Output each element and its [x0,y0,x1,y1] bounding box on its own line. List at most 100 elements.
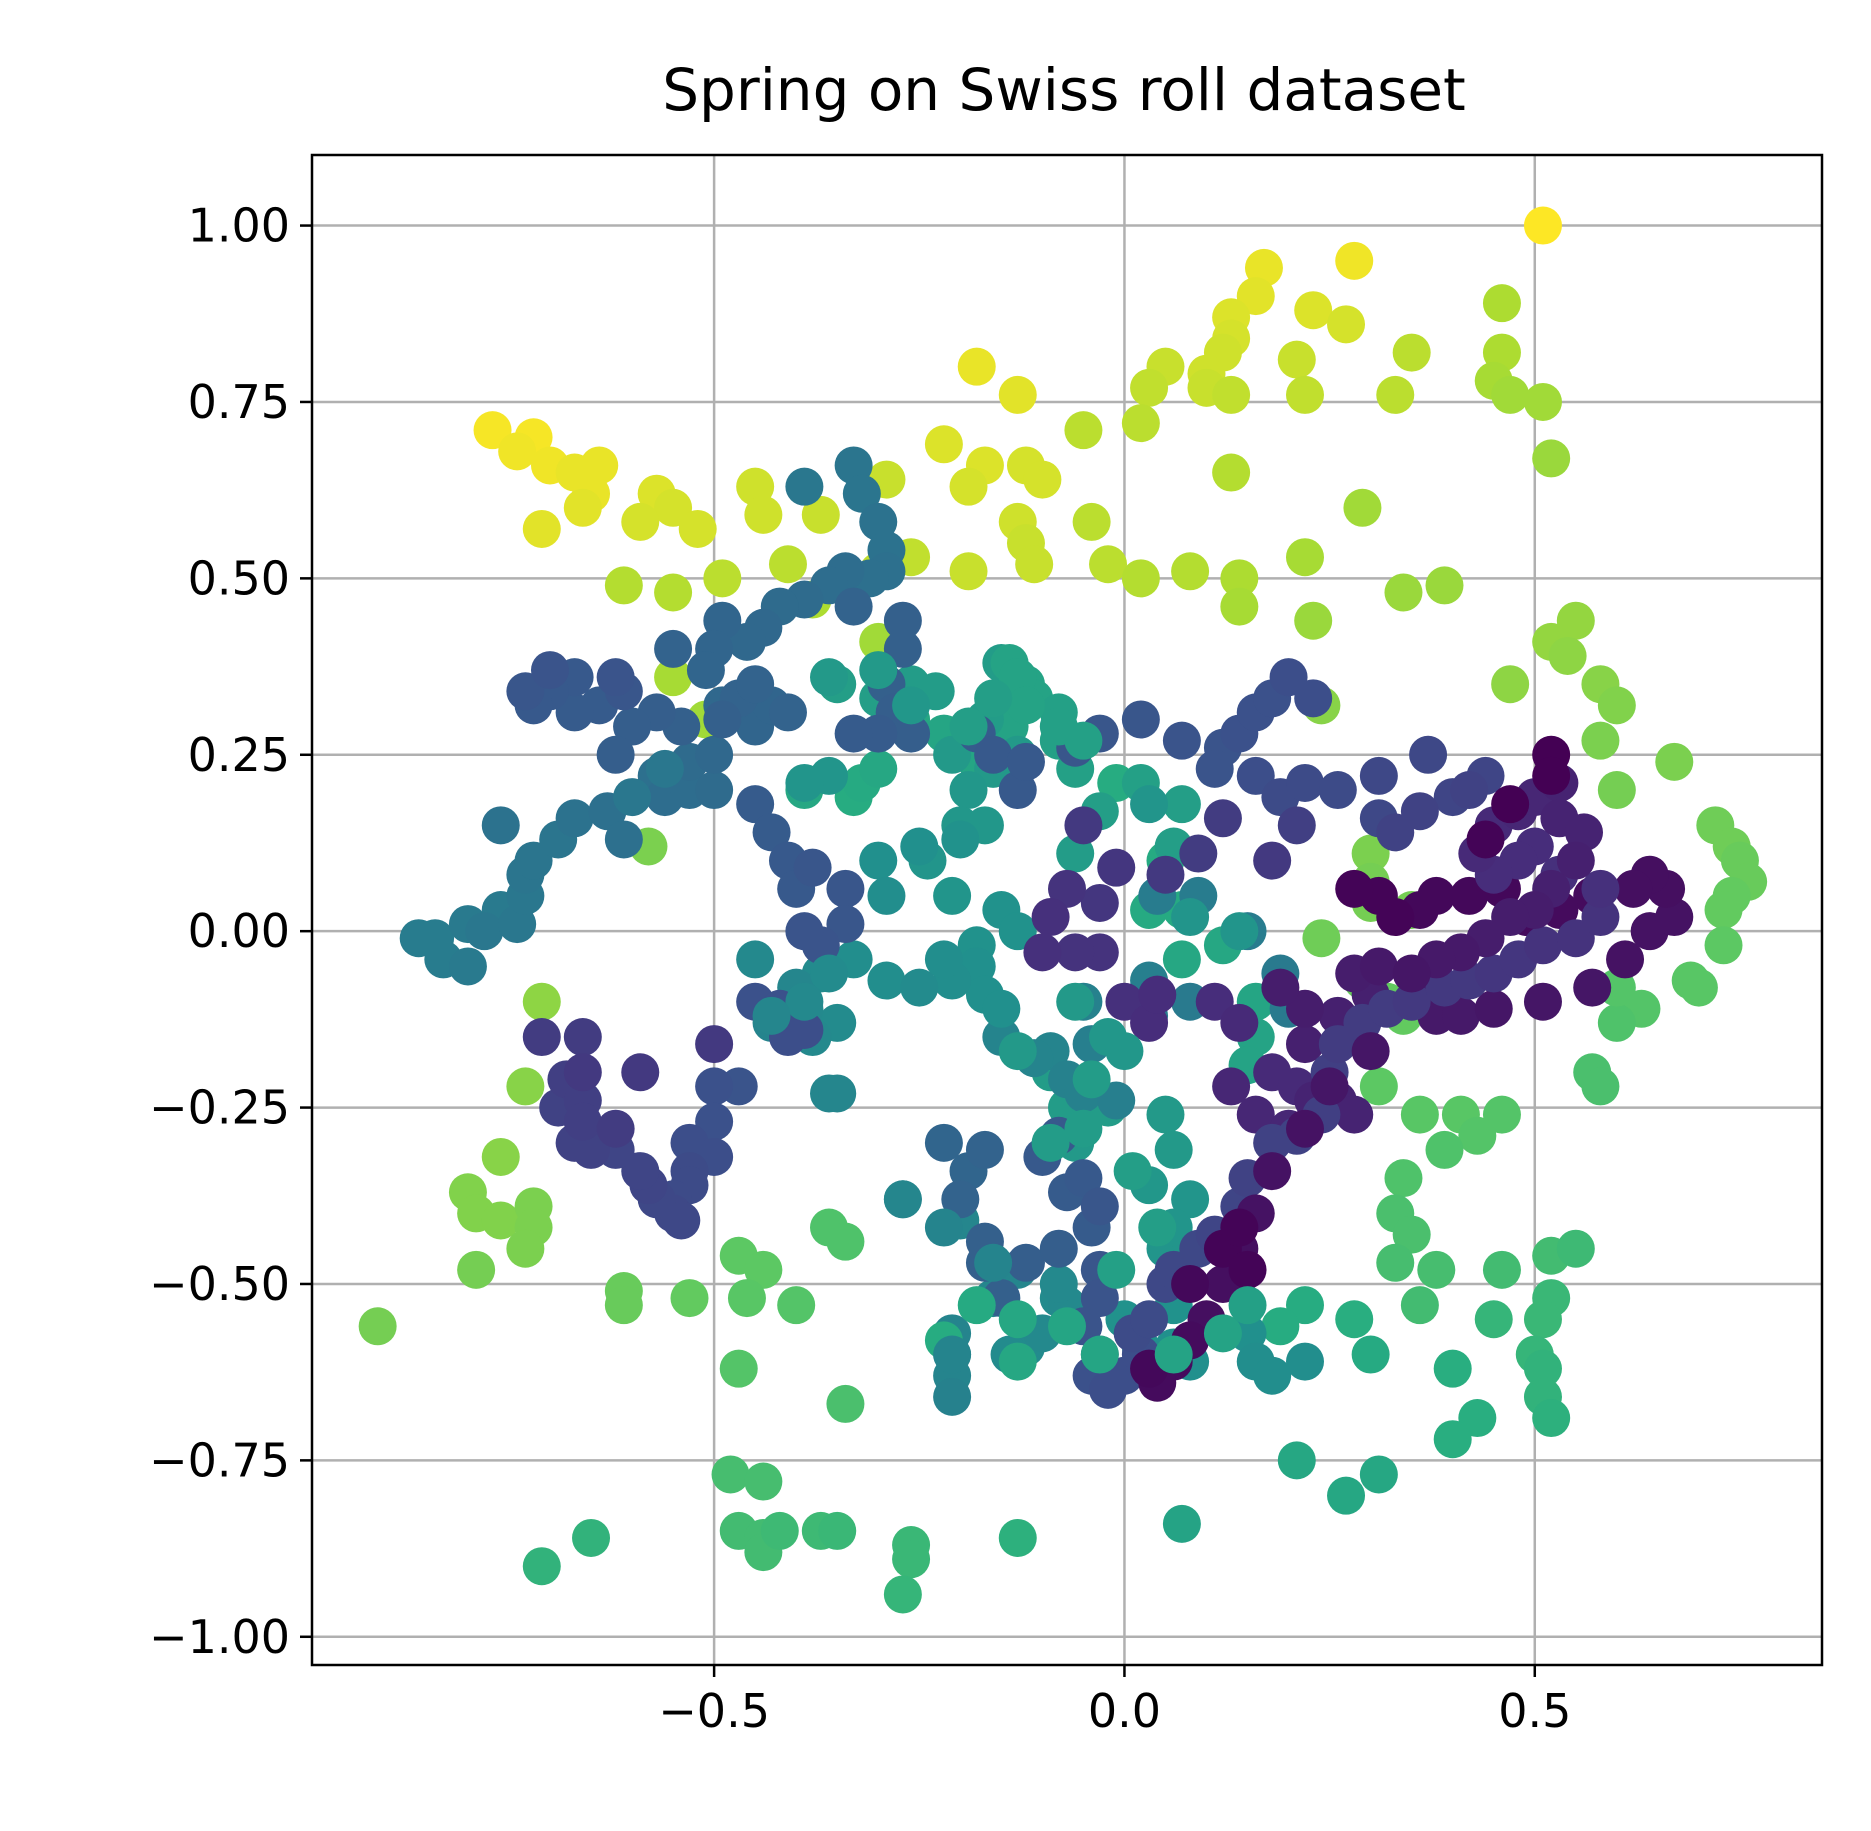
scatter-point [883,601,922,640]
scatter-point [1048,1307,1086,1346]
scatter-point [1556,919,1595,958]
scatter-point [1277,1441,1316,1480]
y-tick-label: 0.25 [188,728,290,782]
scatter-point [1359,756,1398,795]
scatter-point [1597,686,1636,725]
y-tick-label: −0.75 [149,1433,290,1487]
chart-title: Spring on Swiss roll dataset [662,56,1466,124]
scatter-point [695,771,734,810]
scatter-point [957,347,996,386]
scatter-point [1482,1095,1521,1134]
scatter-point [801,495,840,534]
scatter-point [465,912,504,951]
scatter-point [1097,848,1136,887]
scatter-point [703,700,742,739]
scatter-point [1327,305,1366,344]
scatter-point [1474,989,1513,1028]
scatter-point [1220,1003,1259,1042]
scatter-point [1072,1060,1111,1099]
scatter-point [1080,883,1119,922]
scatter-point [1294,679,1333,718]
scatter-point [1203,799,1242,838]
scatter-point [604,820,643,859]
scatter-point [1171,898,1210,937]
scatter-point [1523,982,1562,1021]
scatter-point [1310,1067,1349,1106]
scatter-point [1285,763,1324,802]
scatter-point [654,658,693,697]
scatter-point [1327,1476,1366,1515]
scatter-point [1409,735,1448,774]
scatter-point [506,672,545,711]
scatter-point [481,806,520,845]
scatter-point [670,1279,709,1318]
scatter-point [596,735,635,774]
scatter-point [744,1250,783,1289]
scatter-point [1318,1025,1357,1064]
scatter-point [481,1137,520,1176]
scatter-point [1285,538,1324,577]
scatter-point [1548,636,1587,675]
scatter-point [727,1279,766,1318]
scatter-point [1285,989,1324,1028]
scatter-point [834,587,873,626]
scatter-point [1400,1286,1439,1325]
scatter-point [1523,382,1562,421]
scatter-point [1491,665,1530,704]
scatter-point [621,502,660,541]
scatter-point [1212,375,1251,414]
scatter-point [645,749,684,788]
scatter-point [1121,404,1160,443]
scatter-point [1097,1081,1136,1120]
scatter-point [1253,1152,1292,1191]
scatter-point [596,658,635,697]
y-tick-label: −0.25 [149,1081,290,1135]
scatter-point [744,1462,783,1501]
scatter-point [596,1109,635,1148]
scatter-point [1400,792,1439,831]
scatter-point [613,707,652,746]
scatter-point [933,876,972,915]
scatter-point [1458,1399,1497,1438]
scatter-point [1400,1095,1439,1134]
scatter-point [1171,1264,1210,1303]
scatter-point [785,467,824,506]
scatter-point [892,686,931,725]
scatter-point [1491,898,1530,937]
scatter-point [1220,912,1259,951]
scatter-point [1384,1159,1423,1198]
scatter-point [1220,1208,1259,1247]
scatter-point [514,841,553,880]
scatter-point [1318,771,1357,810]
scatter-point [654,573,693,612]
scatter-point [1532,439,1571,478]
data-points [358,206,1768,1614]
scatter-point [1236,756,1275,795]
scatter-point [1261,1307,1300,1346]
scatter-point [1023,933,1062,972]
scatter-point [1138,975,1177,1014]
scatter-point [1335,1300,1374,1339]
scatter-point [883,1180,922,1219]
scatter-point [555,799,594,838]
scatter-point [1006,1243,1045,1282]
scatter-point [711,1455,750,1494]
scatter-point [1581,898,1620,937]
scatter-point [678,509,717,548]
scatter-point [1162,1504,1201,1543]
scatter-point [1581,721,1620,760]
scatter-point [604,566,643,605]
scatter-point [892,1540,931,1579]
scatter-point [924,425,963,464]
x-tick-label: 0.5 [1498,1684,1571,1738]
scatter-point [883,1575,922,1614]
scatter-point [933,735,972,774]
scatter-point [695,1067,734,1106]
scatter-point [760,1511,799,1550]
scatter-point [1277,340,1316,379]
scatter-point [1376,375,1415,414]
scatter-point [736,940,775,979]
scatter-point [752,996,791,1035]
scatter-point [1023,460,1062,499]
scatter-point [506,1067,545,1106]
